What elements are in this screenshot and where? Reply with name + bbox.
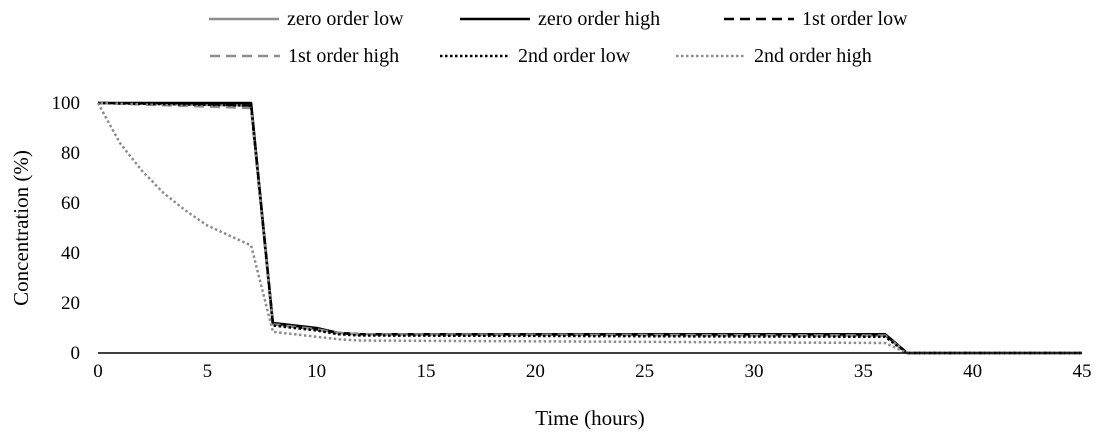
- legend-label-2nd-order-high: 2nd order high: [754, 45, 872, 67]
- y-tick-label: 0: [71, 343, 81, 364]
- x-tick-label: 35: [854, 361, 873, 382]
- legend: zero order low zero order high 1st order l…: [209, 8, 908, 67]
- y-tick-label: 100: [52, 93, 81, 114]
- series-line-zero-order-low: [97, 101, 1082, 355]
- series-line-zero-order-high: [98, 101, 1082, 355]
- y-tick-label: 20: [61, 293, 80, 314]
- x-tick-label: 30: [745, 361, 764, 382]
- y-tick-labels: 0 20 40 60 80 100: [52, 93, 81, 364]
- legend-label-zero-order-high: zero order high: [538, 8, 660, 30]
- series-line-1st-order-low: [97, 101, 1082, 355]
- x-tick-label: 0: [93, 361, 103, 382]
- legend-label-1st-order-high: 1st order high: [288, 45, 399, 67]
- series-layer: [96, 101, 1082, 355]
- x-tick-label: 25: [635, 361, 654, 382]
- x-tick-label: 15: [417, 361, 436, 382]
- y-tick-label: 80: [61, 143, 80, 164]
- series-line-1st-order-high: [97, 101, 1082, 355]
- legend-label-zero-order-low: zero order low: [287, 8, 404, 30]
- x-axis-title: Time (hours): [535, 406, 644, 430]
- legend-label-2nd-order-low: 2nd order low: [518, 45, 631, 67]
- series-line-2nd-order-low: [97, 101, 1082, 355]
- x-tick-label: 45: [1073, 361, 1092, 382]
- x-tick-label: 5: [203, 361, 213, 382]
- legend-label-1st-order-low: 1st order low: [802, 8, 908, 30]
- y-tick-label: 60: [61, 193, 80, 214]
- x-tick-label: 10: [307, 361, 326, 382]
- series-line-2nd-order-high: [96, 102, 1082, 355]
- y-axis-title: Concentration (%): [9, 150, 33, 306]
- y-tick-label: 40: [61, 243, 80, 264]
- x-tick-labels: 0 5 10 15 20 25 30 35 40 45: [93, 361, 1091, 382]
- x-tick-label: 20: [526, 361, 545, 382]
- x-tick-label: 40: [963, 361, 982, 382]
